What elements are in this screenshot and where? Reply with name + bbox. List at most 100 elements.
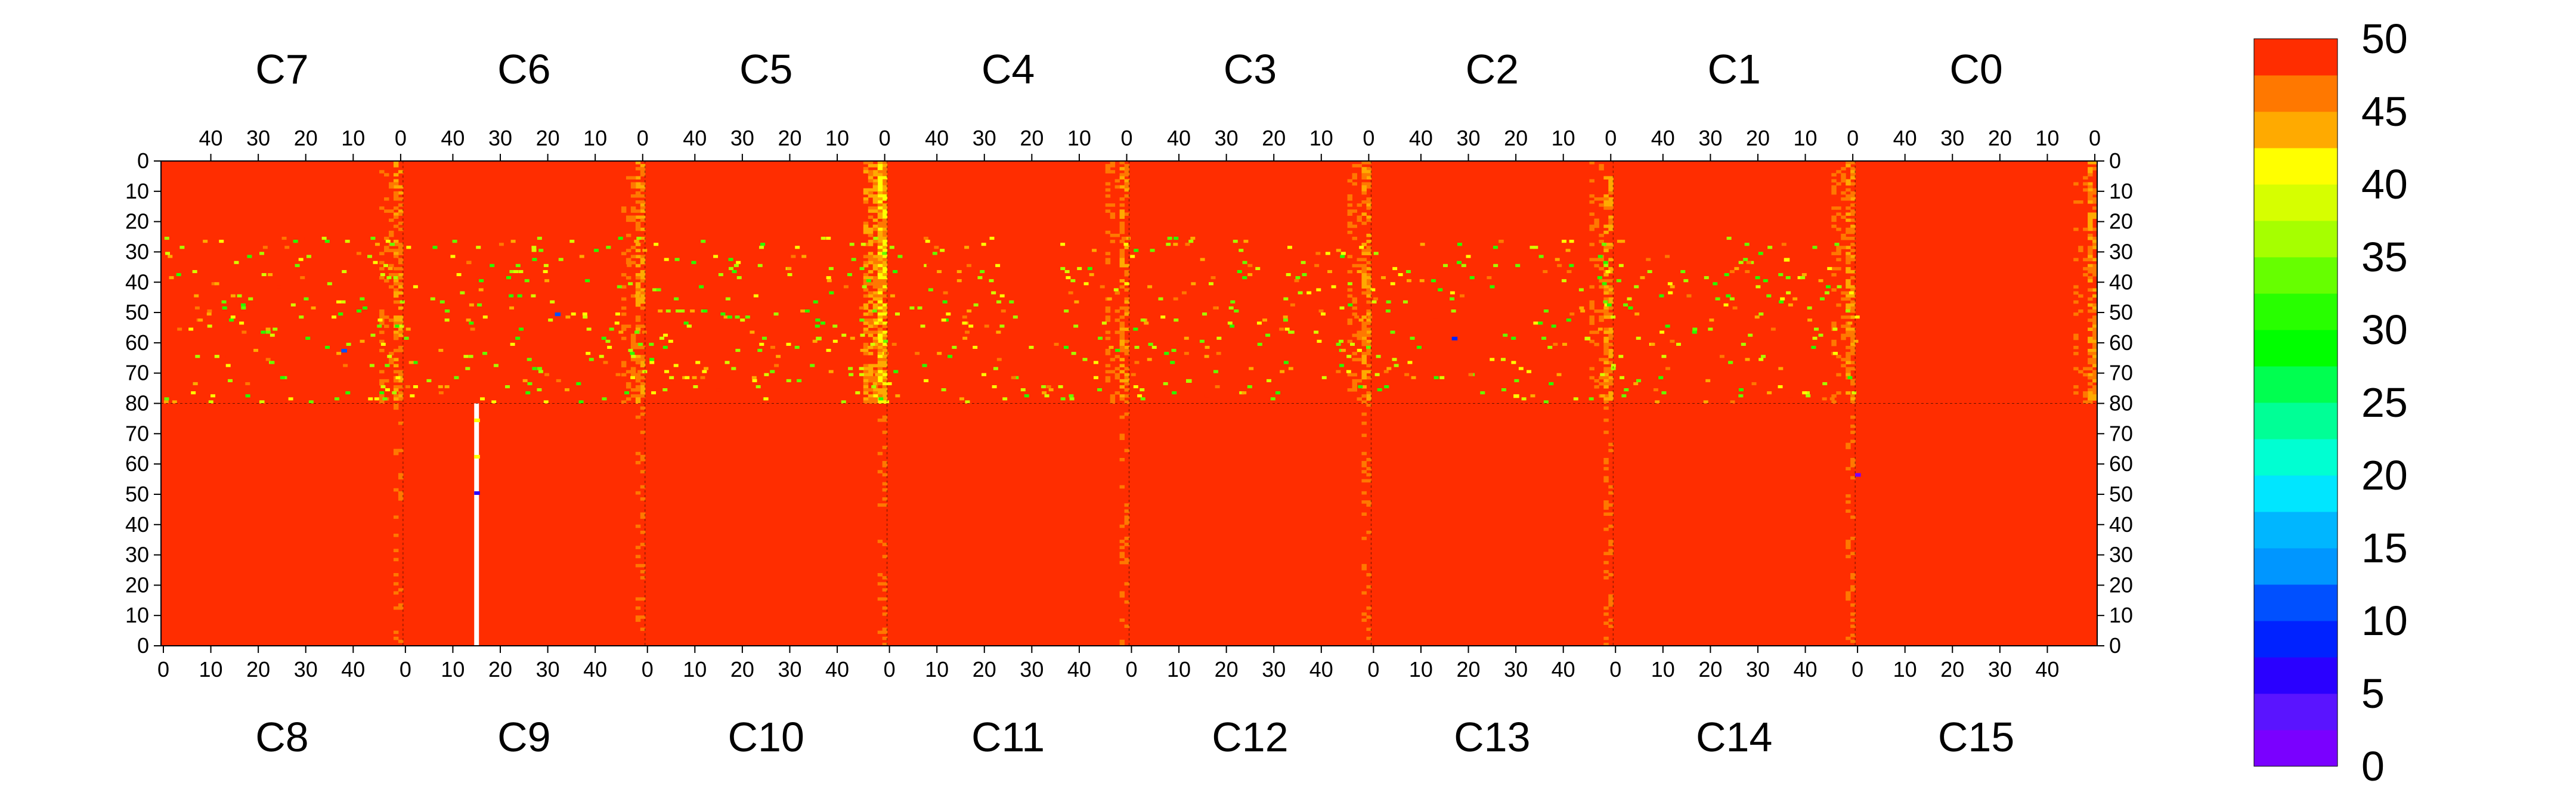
heatmap-cell <box>1358 318 1364 322</box>
heatmap-cell <box>1175 342 1180 346</box>
heatmap-cell <box>882 206 888 210</box>
heatmap-cell <box>759 342 764 346</box>
heatmap-cell <box>1105 309 1111 313</box>
heatmap-cell <box>868 170 874 174</box>
heatmap-cell <box>1514 379 1519 382</box>
heatmap-cell <box>1406 279 1411 283</box>
heatmap-cell <box>466 318 471 322</box>
heatmap-cell <box>2092 288 2098 292</box>
heatmap-cell <box>1604 303 1609 306</box>
heatmap-cell <box>1073 324 1079 328</box>
heatmap-cell <box>1119 285 1125 289</box>
heatmap-cell <box>640 288 646 292</box>
top-tick-label: 40 <box>441 126 465 150</box>
heatmap-cell <box>398 373 404 377</box>
colorbar-segment <box>2254 693 2337 730</box>
heatmap-cell <box>1599 318 1604 322</box>
heatmap-cell <box>393 406 399 410</box>
heatmap-cell <box>872 376 878 380</box>
heatmap-cell <box>1758 252 1763 255</box>
heatmap-cell <box>863 376 869 380</box>
heatmap-cell <box>1361 370 1367 374</box>
heatmap-cell <box>872 179 878 183</box>
heatmap-cell <box>277 285 281 289</box>
heatmap-cell <box>877 221 883 225</box>
heatmap-cell <box>640 576 646 580</box>
heatmap-cell <box>2092 376 2098 380</box>
heatmap-cell <box>398 291 404 295</box>
heatmap-cell <box>1366 321 1371 325</box>
heatmap-cell <box>813 300 818 304</box>
heatmap-cell <box>2083 400 2088 404</box>
heatmap-cell <box>1603 382 1609 386</box>
heatmap-cell <box>450 255 456 258</box>
heatmap-cell <box>1605 270 1611 274</box>
heatmap-cell <box>379 400 385 404</box>
heatmap-cell <box>635 615 641 619</box>
heatmap-cell <box>1850 576 1856 580</box>
heatmap-cell <box>863 391 869 395</box>
heatmap-cell <box>1831 324 1837 328</box>
y-tick-label: 40 <box>125 512 149 537</box>
heatmap-cell <box>1611 364 1616 367</box>
heatmap-cell <box>863 197 869 201</box>
heatmap-cell <box>1846 442 1851 447</box>
heatmap-cell <box>1411 376 1416 379</box>
colorbar-segment <box>2254 621 2337 658</box>
heatmap-cell <box>324 240 330 243</box>
heatmap-cell <box>273 327 278 331</box>
heatmap-cell <box>860 333 865 337</box>
heatmap-cell <box>1386 367 1392 370</box>
heatmap-cell <box>1603 336 1609 340</box>
heatmap-cell <box>627 264 632 267</box>
heatmap-cell <box>556 379 561 382</box>
heatmap-cell <box>1346 355 1352 358</box>
heatmap-cell <box>1608 288 1614 292</box>
heatmap-cell <box>702 309 708 313</box>
colorbar-tick-label: 10 <box>2361 597 2408 644</box>
heatmap-cell <box>635 176 641 179</box>
heatmap-cell <box>1115 349 1120 352</box>
heatmap-cell <box>877 630 883 634</box>
heatmap-cell <box>877 197 883 201</box>
colorbar-tick-label: 15 <box>2361 525 2408 571</box>
heatmap-cell <box>1623 303 1628 306</box>
y-tick-label: 50 <box>125 300 149 324</box>
heatmap-cell <box>1366 530 1371 534</box>
heatmap-cell <box>242 330 247 334</box>
bottom-tick-label: 0 <box>1367 657 1379 682</box>
heatmap-cell <box>393 185 399 189</box>
heatmap-cell <box>1314 264 1320 267</box>
heatmap-cell <box>977 276 983 280</box>
heatmap-cell <box>1836 258 1841 262</box>
heatmap-cell <box>828 267 834 270</box>
heatmap-cell <box>2088 288 2093 292</box>
heatmap-cell <box>862 285 867 289</box>
heatmap-cell <box>1124 376 1129 380</box>
heatmap-cell <box>635 345 641 349</box>
heatmap-cell <box>1850 415 1856 419</box>
heatmap-cell <box>1814 327 1819 331</box>
heatmap-cell <box>1280 370 1285 373</box>
heatmap-cell <box>405 327 411 331</box>
heatmap-cell <box>664 258 669 261</box>
heatmap-cell <box>849 373 854 376</box>
heatmap-cell <box>1171 349 1176 352</box>
heatmap-cell <box>1060 267 1066 270</box>
heatmap-cell <box>915 352 920 355</box>
heatmap-cell <box>1594 258 1599 262</box>
heatmap-cell <box>393 315 399 319</box>
heatmap-cell <box>1060 397 1066 401</box>
heatmap-cell <box>1124 312 1129 316</box>
heatmap-cell <box>882 164 888 168</box>
heatmap-cell <box>801 255 807 258</box>
heatmap-cell <box>1594 342 1599 346</box>
heatmap-cell <box>1608 349 1614 352</box>
heatmap-cell <box>872 279 878 283</box>
heatmap-cell <box>1608 448 1614 453</box>
heatmap-cell <box>1836 303 1841 307</box>
heatmap-cell <box>1126 237 1131 240</box>
heatmap-cell <box>1352 176 1357 179</box>
